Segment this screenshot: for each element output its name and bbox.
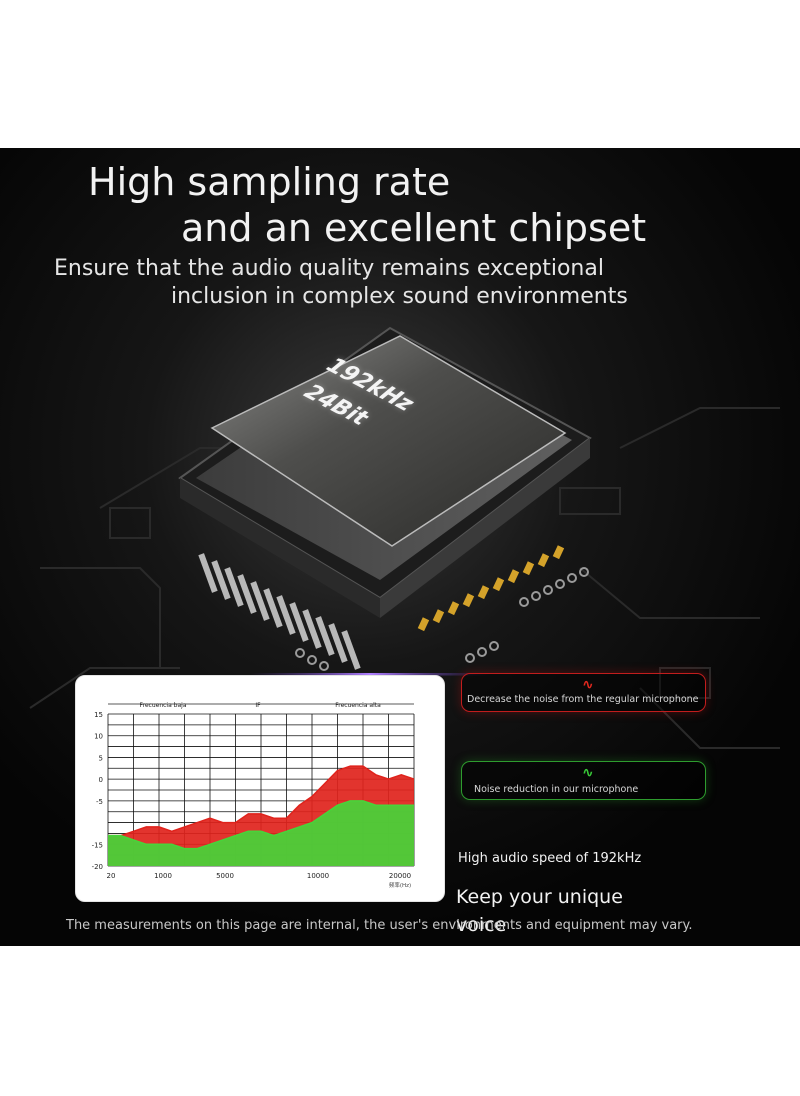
product-banner: High sampling rate and an excellent chip… [0,148,800,946]
subheadline-line-2: inclusion in complex sound environments [171,284,628,309]
green-series-line [108,800,414,850]
x-tick-label: 1000 [154,872,172,880]
y-tick-label: -20 [92,863,103,871]
y-tick-label: -15 [92,841,103,849]
y-tick-label: 0 [99,776,103,784]
our-mic-label: Noise reduction in our microphone [474,784,639,795]
headline-line-1: High sampling rate [88,160,451,204]
y-tick-label: 10 [94,733,103,741]
y-tick-label: -5 [96,798,103,806]
band-label: Frecuencia alta [335,702,381,709]
y-tick-label: 15 [94,711,103,719]
band-label: Frecuencia baja [139,702,186,709]
disclaimer: The measurements on this page are intern… [66,918,693,933]
green-wave-icon: ∿ [582,765,594,781]
red-wave-icon: ∿ [582,677,594,693]
headline-line-2: and an excellent chipset [181,206,647,250]
y-tick-label: 5 [99,754,103,762]
tagline: Keep your unique voice [456,886,623,936]
red-series-line [108,765,415,837]
band-label: IF [255,702,261,709]
frequency-response-chart: Frecuencia baja IF Frecuencia alta 15 10 5 0 -5… [75,675,445,902]
x-axis-unit: 频率(Hz) [389,881,411,889]
regular-mic-badge: ∿ Decrease the noise from the regular mi… [461,673,706,712]
green-series-area [108,800,414,866]
audio-speed-text: High audio speed of 192kHz [458,851,642,866]
our-mic-badge: ∿ Noise reduction in our microphone [461,761,706,800]
x-tick-label: 20 [107,872,116,880]
subheadline-line-1: Ensure that the audio quality remains ex… [54,256,604,281]
x-tick-label: 10000 [307,872,329,880]
x-tick-label: 20000 [389,872,411,880]
regular-mic-label: Decrease the noise from the regular micr… [467,694,699,705]
x-tick-label: 5000 [216,872,234,880]
frequency-chart-svg: Frecuencia baja IF Frecuencia alta 15 10 5 0 -5… [92,702,415,889]
